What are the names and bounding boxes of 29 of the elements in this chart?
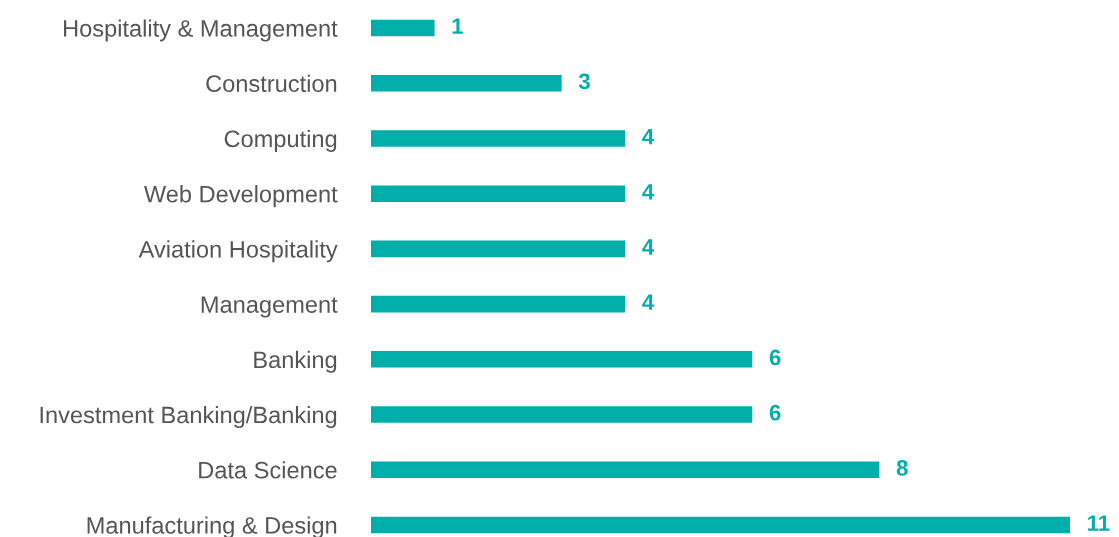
- data-label: 11: [1088, 515, 1110, 531]
- bar: [371, 461, 880, 479]
- y-tick-label: Hospitality & Management: [64, 19, 338, 42]
- y-tick-label: Banking: [254, 350, 337, 373]
- data-label: 4: [642, 128, 655, 145]
- bar: [371, 185, 626, 202]
- data-label: 6: [769, 349, 781, 366]
- bar: [371, 295, 626, 313]
- data-label: 4: [642, 294, 655, 310]
- data-label: 1: [452, 18, 463, 34]
- y-tick-label: Data Science: [199, 461, 337, 479]
- bar: [371, 516, 1070, 534]
- y-tick-label: Computing: [224, 129, 337, 152]
- data-label: 6: [769, 404, 781, 421]
- bar: [371, 19, 435, 37]
- data-label: 3: [578, 73, 590, 90]
- data-label: 4: [642, 184, 655, 200]
- bar: [371, 130, 626, 147]
- y-tick-label: Construction: [206, 74, 337, 93]
- data-label: 4: [642, 239, 655, 255]
- bar: [371, 240, 626, 258]
- data-label: 8: [896, 460, 908, 476]
- y-tick-label: Investment Banking/Banking: [40, 406, 337, 429]
- y-tick-label: Aviation Hospitality: [138, 240, 338, 263]
- bar: [371, 406, 753, 423]
- y-tick-label: Management: [201, 296, 338, 318]
- y-tick-label: Web Development: [143, 185, 338, 208]
- bar: [371, 351, 753, 368]
- bar: [371, 74, 562, 92]
